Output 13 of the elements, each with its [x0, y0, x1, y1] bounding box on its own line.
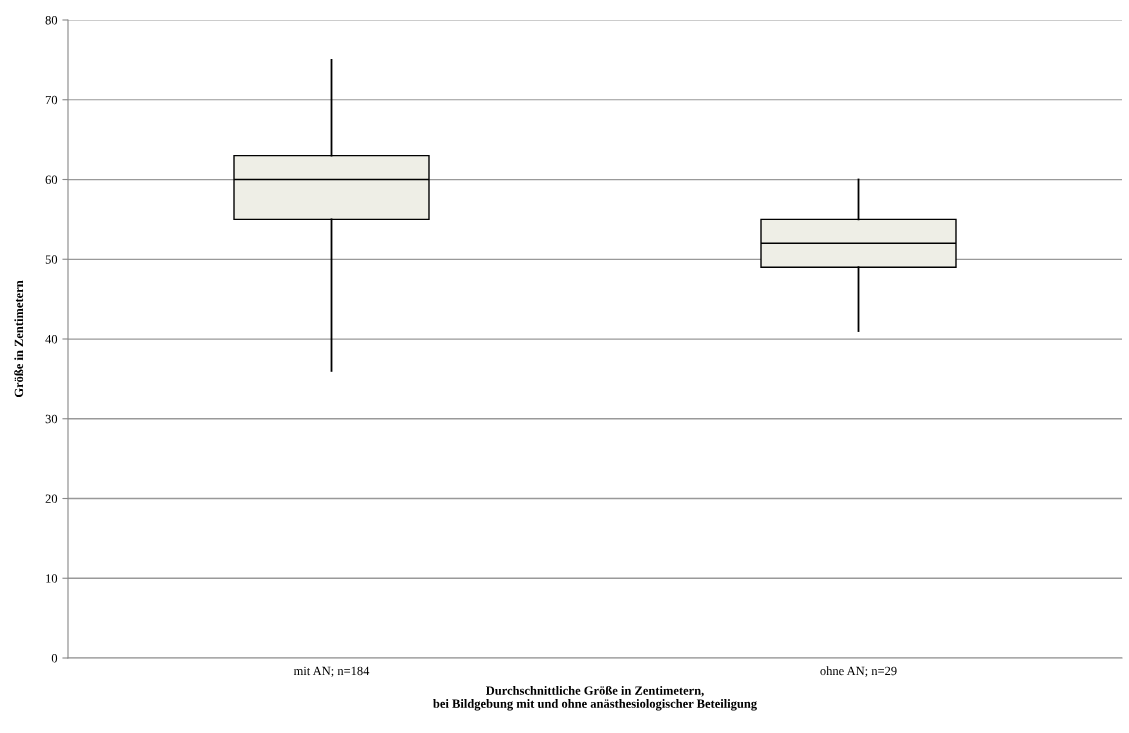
y-tick-label: 20 [45, 494, 58, 503]
x-tick-label: ohne AN; n=29 [820, 666, 897, 677]
y-tick-label: 60 [45, 175, 58, 184]
y-tick-label: 10 [46, 574, 58, 583]
y-tick-label: 40 [45, 335, 58, 344]
y-tick-label: 70 [45, 95, 58, 105]
y-tick-label: 80 [45, 16, 58, 25]
y-axis-title: Größe in Zentimetern [14, 280, 24, 398]
y-tick-label: 0 [51, 654, 58, 663]
x-axis-title: Durchschnittliche Größe in Zentimetern, bei Bildgebung mit und ohne anästhesiologischer Beteiligung [433, 685, 757, 711]
x-tick-label: mit AN; n=184 [293, 666, 370, 677]
y-tick-label: 30 [45, 414, 58, 424]
y-tick-label: 50 [45, 255, 58, 264]
